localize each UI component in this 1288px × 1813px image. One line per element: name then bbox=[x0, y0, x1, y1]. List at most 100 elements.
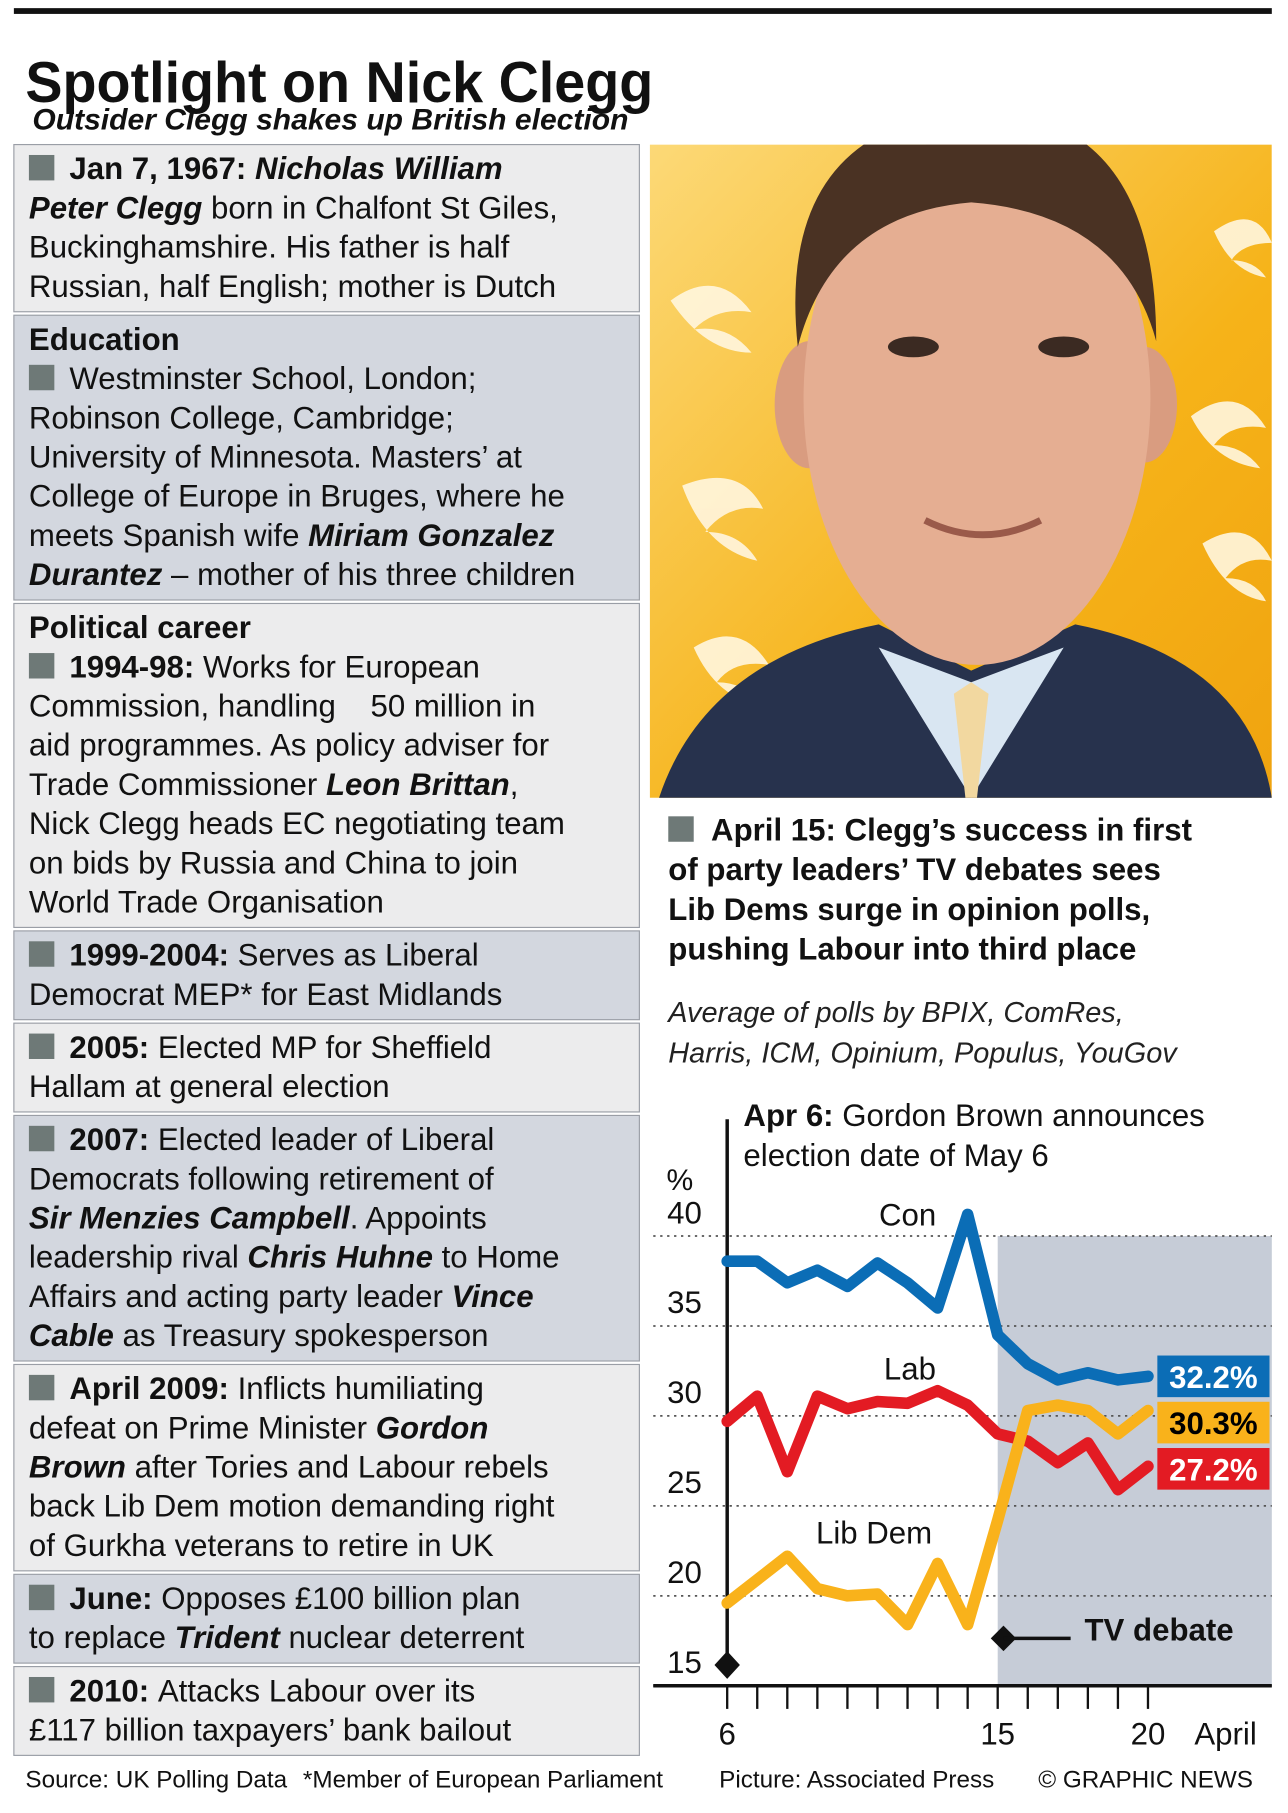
text-line: Jan 7, 1967: Nicholas William bbox=[69, 151, 502, 186]
eye bbox=[887, 336, 939, 358]
text-run: Westminster School, London; bbox=[69, 361, 476, 396]
series-name: Con bbox=[879, 1198, 936, 1233]
text-run: Apr 6: bbox=[743, 1098, 842, 1133]
y-tick-label: 20 bbox=[667, 1555, 702, 1590]
text-run: defeat on Prime Minister bbox=[29, 1410, 376, 1445]
value-label: 27.2% bbox=[1169, 1452, 1257, 1487]
subtitle: Outsider Clegg shakes up British electio… bbox=[32, 104, 628, 137]
bullet bbox=[28, 1033, 55, 1060]
tie bbox=[953, 682, 989, 798]
poll-note: April 15: Clegg’s success in first of par… bbox=[666, 813, 1192, 1070]
section-background bbox=[13, 1114, 640, 1362]
text-line: Affairs and acting party leader Vince bbox=[29, 1279, 534, 1314]
series-line bbox=[721, 1399, 1154, 1631]
text-run: Gordon bbox=[376, 1410, 489, 1445]
text-line: College of Europe in Bruges, where he bbox=[29, 479, 565, 514]
text-line: University of Minnesota. Masters’ at bbox=[29, 439, 522, 474]
text-run: Trident bbox=[175, 1620, 282, 1655]
eye bbox=[1038, 336, 1090, 358]
bullet bbox=[28, 653, 55, 679]
text-run: leadership rival bbox=[29, 1240, 248, 1275]
text-line: Russian, half English; mother is Dutch bbox=[29, 269, 556, 304]
text-run: – mother of his three children bbox=[162, 557, 575, 592]
value-label-box bbox=[1157, 1448, 1270, 1490]
text-run: Gordon Brown announces bbox=[842, 1098, 1205, 1133]
source-line: Harris, ICM, Opinium, Populus, YouGov bbox=[668, 1038, 1178, 1070]
text-line: World Trade Organisation bbox=[29, 885, 384, 920]
section-background bbox=[13, 1363, 640, 1572]
text-line: Democrat MEP* for East Midlands bbox=[29, 977, 502, 1012]
section-background bbox=[13, 314, 640, 601]
text-run: Chris Huhne bbox=[247, 1240, 433, 1275]
footer: Source: UK Polling Data *Member of Europe… bbox=[25, 1767, 1253, 1794]
text-run: Miriam Gonzalez bbox=[308, 518, 555, 553]
text-run: Nicholas William bbox=[255, 151, 503, 186]
text-run: Russian, half English; mother is Dutch bbox=[29, 269, 556, 304]
text-run: Robinson College, Cambridge; bbox=[29, 400, 454, 435]
text-run: back Lib Dem motion demanding right bbox=[29, 1489, 555, 1524]
text-run: Serves as Liberal bbox=[238, 938, 479, 973]
text-run: of Gurkha veterans to retire in UK bbox=[29, 1528, 494, 1563]
text-line: June: Opposes £100 billion plan bbox=[69, 1581, 520, 1616]
text-line: Westminster School, London; bbox=[69, 361, 476, 396]
text-run: 2010: bbox=[69, 1673, 157, 1708]
source-line: Average of polls by BPIX, ComRes, bbox=[666, 997, 1124, 1029]
y-tick-label: 30 bbox=[667, 1375, 702, 1410]
text-run: as Treasury spokesperson bbox=[114, 1318, 489, 1353]
value-label: 32.2% bbox=[1169, 1360, 1257, 1395]
text-run: Elected MP for Sheffield bbox=[158, 1030, 492, 1065]
text-run: after Tories and Labour rebels bbox=[126, 1450, 549, 1485]
text-line: back Lib Dem motion demanding right bbox=[29, 1489, 555, 1524]
text-line: Commission, handling 50 million in bbox=[29, 689, 535, 724]
text-run: aid programmes. As policy adviser for bbox=[29, 728, 549, 763]
bullet bbox=[28, 1584, 55, 1611]
text-run: Nick Clegg heads EC negotiating team bbox=[29, 806, 565, 841]
text-line: 2005: Elected MP for Sheffield bbox=[69, 1030, 491, 1065]
bullet bbox=[28, 154, 55, 181]
bullet bbox=[28, 941, 55, 967]
text-run: Peter Clegg bbox=[29, 190, 202, 225]
text-run: Opposes £100 billion plan bbox=[161, 1581, 520, 1616]
title: Spotlight on Nick Clegg bbox=[25, 51, 653, 115]
text-line: April 2009: Inflicts humiliating bbox=[69, 1371, 484, 1406]
mouth bbox=[923, 517, 1043, 539]
text-line: 1994-98: Works for European bbox=[69, 649, 480, 684]
text-run: Jan 7, 1967: bbox=[69, 151, 255, 186]
text-run: 1994-98: bbox=[69, 649, 203, 684]
text-line: 2007: Elected leader of Liberal bbox=[69, 1122, 494, 1157]
hair bbox=[795, 144, 1157, 347]
text-run: nuclear deterrent bbox=[280, 1620, 525, 1655]
section-background bbox=[13, 602, 640, 929]
x-tick-label: 20 bbox=[1131, 1717, 1166, 1752]
text-run: Buckinghamshire. His father is half bbox=[29, 230, 510, 265]
text-run: £117 billion taxpayers’ bank bailout bbox=[29, 1712, 512, 1747]
series-name: Lab bbox=[884, 1351, 936, 1386]
text-run: Cable bbox=[29, 1318, 114, 1353]
text-run: TV debate bbox=[1085, 1613, 1234, 1648]
y-tick-label: 40 bbox=[667, 1195, 702, 1230]
text-run: Leon Brittan bbox=[326, 767, 510, 802]
text-run: Works for European bbox=[203, 649, 480, 684]
text-line: defeat on Prime Minister Gordon bbox=[29, 1410, 489, 1445]
text-line: 2010: Attacks Labour over its bbox=[69, 1673, 475, 1708]
text-run: Vince bbox=[452, 1279, 534, 1314]
value-label: 30.3% bbox=[1169, 1406, 1257, 1441]
text-line: election date of May 6 bbox=[743, 1138, 1048, 1173]
text-line: Sir Menzies Campbell. Appoints bbox=[29, 1201, 487, 1236]
text-run: Attacks Labour over its bbox=[158, 1673, 475, 1708]
series-line bbox=[721, 1208, 1154, 1386]
text-run: Inflicts humiliating bbox=[238, 1371, 484, 1406]
text-run: to Home bbox=[433, 1240, 560, 1275]
face bbox=[803, 144, 1151, 665]
text-run: Elected leader of Liberal bbox=[158, 1122, 495, 1157]
text-run: . Appoints bbox=[350, 1201, 487, 1236]
footer-text: *Member of European Parliament bbox=[303, 1767, 663, 1794]
text-line: on bids by Russia and China to join bbox=[29, 845, 518, 880]
y-axis-unit: % bbox=[666, 1164, 693, 1197]
y-tick-label: 15 bbox=[667, 1645, 702, 1680]
footer-text: © GRAPHIC NEWS bbox=[1038, 1767, 1253, 1794]
text-run: on bids by Russia and China to join bbox=[29, 845, 518, 880]
text-line: Buckinghamshire. His father is half bbox=[29, 230, 510, 265]
bullet bbox=[28, 1374, 55, 1401]
annotation-marker bbox=[714, 1651, 740, 1679]
